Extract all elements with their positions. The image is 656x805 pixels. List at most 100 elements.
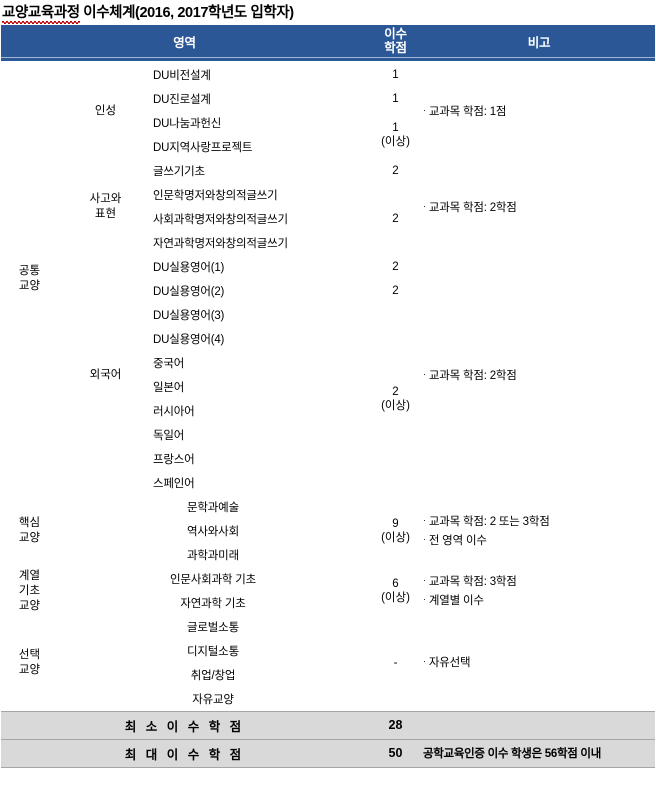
group-label-line: 계열	[18, 569, 41, 582]
table-row: 자유교양	[1, 687, 655, 711]
course-name-cell: 취업/창업	[190, 670, 236, 682]
column-header-area: 영역	[1, 25, 368, 58]
course-name-cell: DU나눔과헌신	[153, 118, 222, 130]
course-name-cell: 자유교양	[192, 693, 234, 706]
note-cell: · 교과목 학점: 1점	[423, 63, 655, 159]
bullet-icon: ·	[423, 515, 426, 525]
table-row: DU실용영어(3) 2 (이상)	[1, 303, 655, 412]
course-name-cell: 스페인어	[153, 478, 195, 490]
credit-value: 2	[392, 261, 399, 273]
note-cell: · 교과목 학점: 3학점 · 계열별 이수	[423, 567, 655, 615]
table-body: 공통 교양 인성 DU비전설계 1 · 교과목 학점: 1점 DU진로설계 1 DU나눔과헌신 1 (…	[1, 63, 655, 711]
bullet-icon: ·	[423, 200, 426, 211]
header-bottom-rule	[1, 57, 655, 61]
group-label-line: 선택	[18, 648, 41, 661]
table-row: DU실용영어(4)	[1, 327, 655, 351]
area-label-line: 사고와	[89, 193, 122, 205]
credit-value: 6	[392, 578, 399, 590]
bullet-icon: ·	[423, 656, 426, 667]
note-line: · 교과목 학점: 3학점	[423, 575, 517, 588]
table-row: 디지털소통	[1, 639, 655, 663]
table-row: DU지역사랑프로젝트	[1, 135, 655, 159]
table-row: 프랑스어	[1, 447, 655, 471]
credit-value-cell: 2	[368, 279, 423, 303]
table-row: 역사와사회	[1, 519, 655, 543]
table-bottom-rule	[1, 766, 655, 771]
note-line: · 교과목 학점: 1점	[423, 104, 507, 118]
note-cell: · 자유선택	[423, 615, 655, 711]
bullet-icon: ·	[423, 368, 426, 379]
course-name-cell: 역사와사회	[187, 526, 239, 538]
table-row: 외국어 DU실용영어(1) 2 · 교과목 학점: 2학점	[1, 255, 655, 382]
table-row: 선택 교양 글로벌소통 - · 자유선택	[1, 615, 655, 676]
bottom-rule-cell	[1, 766, 655, 771]
credit-value: 1	[392, 93, 399, 105]
area-label-cell: 인성	[58, 63, 153, 159]
note-line: · 교과목 학점: 2학점	[423, 200, 517, 214]
credit-suffix: (이상)	[381, 532, 410, 544]
bullet-icon: ·	[423, 594, 426, 604]
header-gap	[1, 61, 655, 63]
credit-value-cell: -	[368, 615, 423, 711]
course-name-cell: DU진로설계	[153, 94, 211, 106]
note-cell: · 교과목 학점: 2학점	[423, 255, 655, 495]
note-line: · 교과목 학점: 2 또는 3학점	[423, 515, 550, 528]
credit-suffix: (이상)	[381, 400, 410, 412]
course-name-cell: 글쓰기기초	[153, 166, 205, 178]
table-row: 취업/창업	[1, 663, 655, 687]
course-name-cell: 인문사회과학 기초	[169, 574, 257, 586]
course-name-cell: 일본어	[153, 382, 185, 394]
area-label-line: 표현	[94, 208, 117, 220]
credit-value-cell: 2	[368, 255, 423, 279]
summary-note-min	[423, 710, 655, 740]
column-header-credit-line1: 이수	[384, 27, 407, 41]
group-label-line: 교양	[18, 280, 41, 292]
credit-value-cell: 1	[368, 87, 423, 111]
group-label-line: 교양	[18, 599, 41, 612]
table-row: 일본어	[1, 375, 655, 399]
summary-body: 최 소 이 수 학 점 28 최 대 이 수 학 점 50 공학교육인증 이수 …	[1, 710, 655, 771]
group-label-line: 핵심	[18, 517, 41, 529]
curriculum-table-wrap: 영역 이수 학점 비고 공통 교양 인성 DU비전설계 1 · 교과목 학점: 1점 DU진로…	[0, 25, 656, 771]
header-row: 영역 이수 학점 비고	[1, 25, 655, 58]
column-header-credit: 이수 학점	[368, 25, 423, 58]
bullet-icon: ·	[423, 104, 426, 115]
note-cell: · 교과목 학점: 2학점	[423, 159, 655, 255]
credit-value: 2	[392, 386, 399, 398]
table-row: 계열 기초 교양 인문사회과학 기초 6 (이상) · 교과목 학점: 3학점 · 계열별 이수	[1, 567, 655, 612]
credit-value: 2	[392, 165, 399, 177]
note-line: · 계열별 이수	[423, 594, 484, 607]
table-row: 스페인어	[1, 471, 655, 495]
area-label-line: 외국어	[89, 368, 122, 381]
table-header: 영역 이수 학점 비고	[1, 25, 655, 63]
table-row-summary-max: 최 대 이 수 학 점 50 공학교육인증 이수 학생은 56학점 이내	[1, 738, 655, 768]
table-row: 인문학명저와창의적글쓰기 2	[1, 183, 655, 225]
course-name-cell: 인문학명저와창의적글쓰기	[153, 190, 278, 202]
credit-value: 2	[392, 285, 399, 297]
table-row: 과학과미래	[1, 543, 655, 567]
credit-value-cell: 2 (이상)	[368, 303, 423, 495]
group-label-line: 교양	[18, 532, 41, 544]
course-name-cell: DU실용영어(3)	[153, 310, 225, 322]
page-title: 교양교육과정 이수체계(2016, 2017학년도 입학자)	[0, 0, 656, 25]
credit-value-cell: 9 (이상)	[368, 495, 423, 567]
group-label-line: 교양	[18, 663, 41, 676]
course-name-cell: 글로벌소통	[187, 622, 239, 634]
page-title-rest: 이수체계(2016, 2017학년도 입학자)	[79, 5, 294, 21]
course-name-cell: DU실용영어(4)	[153, 334, 225, 346]
note-line: · 자유선택	[423, 656, 471, 670]
group-label-line: 기초	[18, 584, 41, 597]
summary-label-max: 최 대 이 수 학 점	[1, 738, 368, 768]
credit-value-cell: 2	[368, 159, 423, 183]
credit-suffix: (이상)	[381, 136, 410, 148]
note-line: · 교과목 학점: 2학점	[423, 368, 517, 382]
note-line: · 전 영역 이수	[423, 534, 487, 547]
credit-value: 1	[392, 122, 399, 134]
group-label-line: 공통	[18, 265, 41, 277]
course-name-cell: 문학과예술	[187, 502, 239, 514]
